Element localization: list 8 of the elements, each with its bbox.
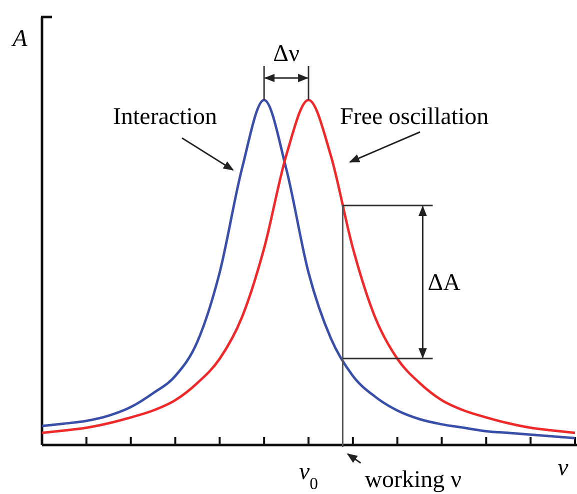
text: Δν <box>273 41 300 67</box>
x-axis-title: ν <box>558 455 569 481</box>
annotation: Interaction <box>113 104 217 130</box>
y-axis-title: A <box>10 26 28 52</box>
annotation: Free oscillation <box>340 104 489 130</box>
text: ν$_{0}$ <box>298 459 318 492</box>
text: working ν <box>364 467 462 493</box>
annotation: ΔA <box>428 270 462 296</box>
